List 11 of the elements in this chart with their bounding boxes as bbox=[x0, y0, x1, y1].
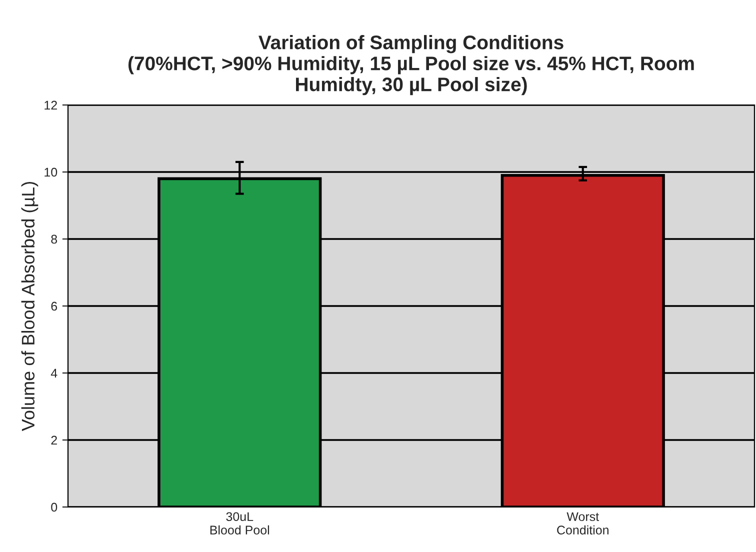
y-tick-label: 6 bbox=[51, 302, 58, 311]
y-tick-label: 12 bbox=[44, 100, 57, 110]
chart-title: Variation of Sampling Conditions (70%HCT, >90% Humidity, 15 µL Pool size vs. 45% HCT, Room Humidty, 30 µL Pool size) bbox=[128, 35, 694, 96]
y-tick-label: 2 bbox=[51, 436, 57, 445]
y-tick-label: 0 bbox=[51, 502, 58, 512]
y-tick-label: 8 bbox=[51, 234, 58, 244]
x-tick-label: Worst Condition bbox=[557, 512, 608, 535]
y-tick-label: 10 bbox=[44, 168, 58, 177]
y-axis-title: Volume of Blood Absorbed (µL) bbox=[21, 182, 38, 432]
y-tick-label: 4 bbox=[50, 368, 58, 378]
x-tick-label: 30uL Blood Pool bbox=[210, 512, 270, 535]
